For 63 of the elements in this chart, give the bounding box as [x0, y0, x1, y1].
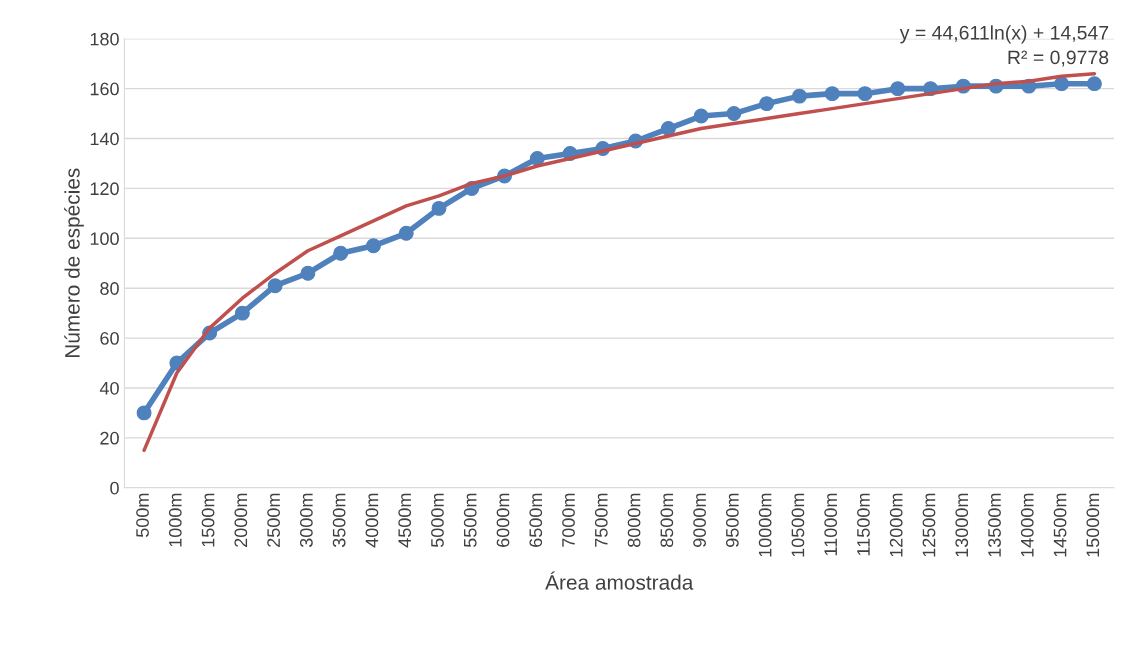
- point: [791, 88, 807, 104]
- point: [300, 265, 316, 281]
- point: [333, 245, 349, 261]
- x-tick-label: 12000m: [889, 493, 903, 557]
- x-tick-label: 9500m: [725, 493, 739, 547]
- x-tick-label: 2000m: [234, 493, 248, 547]
- x-tick-label: 5500m: [463, 493, 477, 548]
- y-tick-label: 120: [90, 182, 119, 196]
- point: [890, 81, 906, 97]
- y-tick-label: 40: [99, 381, 119, 395]
- x-tick-label: 4500m: [398, 493, 412, 548]
- x-tick-label: 13500m: [988, 493, 1001, 557]
- x-tick-label: 14000m: [1020, 493, 1034, 557]
- point: [398, 225, 414, 241]
- x-tick-label: 6500m: [529, 493, 543, 547]
- x-axis-title: Área amostrada: [545, 571, 694, 590]
- point: [693, 108, 709, 124]
- point: [857, 86, 873, 102]
- point: [660, 121, 676, 137]
- x-tick-label: 3500m: [332, 493, 346, 548]
- x-tick-label: 11000m: [824, 493, 838, 556]
- point: [759, 96, 775, 112]
- y-tick-label: 160: [90, 82, 119, 96]
- x-tick-label: 4000m: [365, 493, 379, 548]
- y-tick-label: 100: [90, 232, 119, 246]
- x-tick-label: 2500m: [267, 493, 280, 547]
- x-tick-label: 500m: [136, 493, 149, 538]
- y-tick-label: 20: [100, 431, 119, 445]
- x-tick-label: 9000m: [693, 493, 706, 547]
- point: [529, 151, 545, 166]
- x-tick-label: 6000m: [496, 493, 510, 547]
- x-tick-label: 14500m: [1053, 493, 1067, 557]
- x-tick-label: 1000m: [168, 493, 182, 547]
- y-tick-label: 140: [90, 132, 119, 146]
- annotation: y = 44,611ln(x) + 14,547: [899, 25, 1109, 44]
- x-tick-label: 13000m: [955, 493, 969, 557]
- x-tick-label: 10000m: [758, 493, 772, 557]
- y-tick-label: 0: [110, 481, 119, 495]
- point: [824, 86, 840, 102]
- point: [365, 238, 381, 254]
- x-tick-label: 15000m: [1086, 493, 1100, 557]
- point: [136, 405, 152, 421]
- x-tick-label: 7000m: [562, 493, 575, 547]
- y-tick-label: 80: [100, 282, 119, 295]
- point: [234, 305, 250, 321]
- point: [431, 200, 447, 216]
- y-tick-label: 180: [90, 32, 119, 46]
- x-tick-label: 7500m: [594, 493, 608, 547]
- x-tick-label: 5000m: [431, 493, 444, 548]
- point: [1054, 76, 1070, 92]
- y-tick-label: 60: [100, 332, 119, 345]
- y-axis-title: Número de espécies: [64, 168, 84, 358]
- point: [267, 278, 283, 294]
- x-tick-label: 3000m: [299, 493, 313, 548]
- x-tick-label: 11500m: [857, 493, 870, 556]
- x-tick-label: 10500m: [791, 493, 805, 557]
- point: [1086, 76, 1102, 92]
- x-tick-label: 12500m: [922, 493, 936, 557]
- x-tick-label: 1500m: [201, 493, 215, 547]
- point: [726, 106, 742, 122]
- annotation: R² = 0,9778: [1008, 50, 1109, 67]
- x-tick-label: 8000m: [627, 493, 641, 548]
- x-tick-label: 8500m: [660, 493, 674, 548]
